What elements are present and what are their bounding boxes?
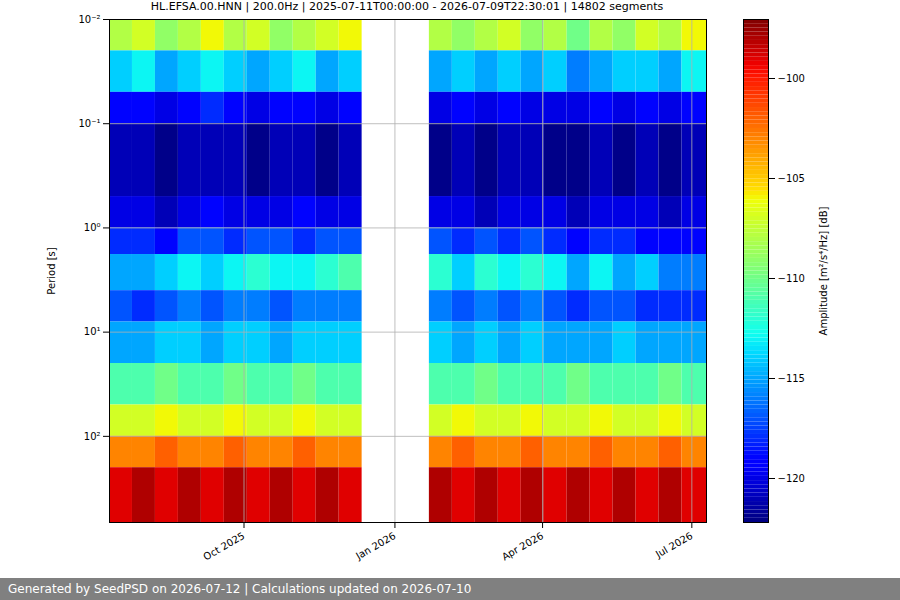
svg-text:10¹: 10¹ bbox=[84, 326, 101, 337]
svg-text:−120: −120 bbox=[778, 473, 805, 484]
svg-text:10⁻¹: 10⁻¹ bbox=[78, 118, 100, 129]
svg-text:Jan 2026: Jan 2026 bbox=[353, 530, 398, 562]
html-text:HL.EFSA.00.HNN | 200.0Hz | 202: HL.EFSA.00.HNN | 200.0Hz | 2025-07-11T00… bbox=[150, 0, 664, 13]
svg-text:Oct 2025: Oct 2025 bbox=[201, 530, 246, 562]
svg-text:−110: −110 bbox=[778, 273, 805, 284]
svg-text:−100: −100 bbox=[778, 73, 805, 84]
svg-text:Apr 2026: Apr 2026 bbox=[500, 530, 545, 562]
svg-text:10⁰: 10⁰ bbox=[84, 222, 101, 233]
svg-text:−105: −105 bbox=[778, 173, 805, 184]
svg-text:Jul 2026: Jul 2026 bbox=[653, 530, 695, 560]
svg-text:−115: −115 bbox=[778, 373, 805, 384]
html-text:Generated by SeedPSD on 2026-0: Generated by SeedPSD on 2026-07-12 | Cal… bbox=[8, 582, 472, 596]
svg-text:Period [s]: Period [s] bbox=[46, 247, 57, 294]
svg-text:10⁻²: 10⁻² bbox=[78, 14, 100, 25]
svg-text:Amplitude [m²/s⁴/Hz] [dB]: Amplitude [m²/s⁴/Hz] [dB] bbox=[818, 206, 829, 335]
svg-text:10²: 10² bbox=[84, 431, 101, 442]
